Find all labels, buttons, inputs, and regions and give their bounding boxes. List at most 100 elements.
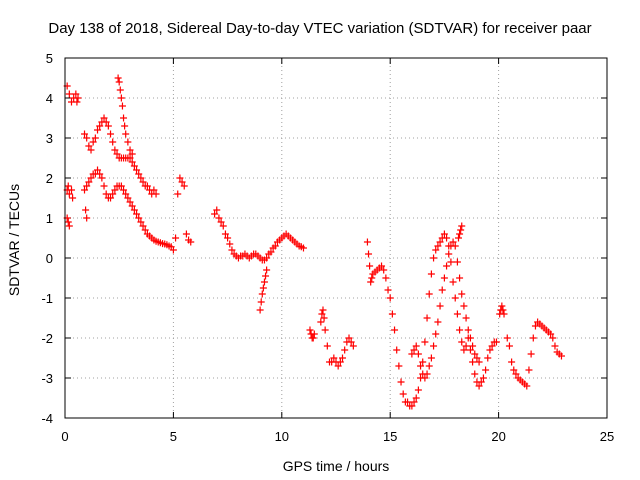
data-point [217,218,225,226]
data-point [436,302,444,310]
data-point [83,182,91,190]
data-point [116,86,124,94]
data-point [259,284,267,292]
data-point [449,238,457,246]
data-point [345,334,353,342]
chart-title: Day 138 of 2018, Sidereal Day-to-day VTE… [48,20,591,37]
data-point [102,190,110,198]
data-point [557,352,565,360]
data-point [440,274,448,282]
data-point [118,102,126,110]
data-point [547,330,555,338]
data-point [310,330,318,338]
data-point [365,250,373,258]
data-point [321,326,329,334]
data-point [309,334,317,342]
data-point [363,238,371,246]
data-point [120,186,128,194]
data-point [128,202,136,210]
data-point [82,206,90,214]
data-point [130,206,138,214]
data-point [224,234,232,242]
data-point [124,138,132,146]
data-point [91,134,99,142]
data-point [434,318,442,326]
data-point [211,210,219,218]
data-point [320,314,328,322]
data-point [508,358,516,366]
data-point [267,248,275,256]
data-point [421,374,429,382]
data-point [85,142,93,150]
data-point [139,222,147,230]
data-point [469,358,477,366]
y-tick-label: 0 [46,251,53,266]
data-point [367,278,375,286]
data-point [257,298,265,306]
data-point [456,230,464,238]
data-point [432,330,440,338]
data-point [479,374,487,382]
data-point [111,186,119,194]
data-point [94,126,102,134]
data-point [445,250,453,258]
data-point [475,382,483,390]
data-point [419,358,427,366]
data-point [96,122,104,130]
data-point [436,238,444,246]
data-point [98,174,106,182]
data-point [124,194,132,202]
data-point [430,342,438,350]
data-point [451,294,459,302]
data-point [464,326,472,334]
data-point [174,190,182,198]
data-point [440,230,448,238]
y-tick-label: 1 [46,211,53,226]
data-point [85,178,93,186]
data-point [122,190,130,198]
data-point [323,342,331,350]
data-point [81,130,89,138]
data-point [466,334,474,342]
x-tick-label: 0 [61,429,68,444]
data-point [306,326,314,334]
data-point [65,190,73,198]
data-point [96,170,104,178]
x-tick-label: 15 [383,429,397,444]
data-point [388,310,396,318]
y-tick-label: 3 [46,131,53,146]
x-tick-label: 5 [170,429,177,444]
data-point [404,398,412,406]
data-point [109,190,117,198]
data-point [456,274,464,282]
data-point [258,290,266,298]
data-point [549,334,557,342]
data-point [462,314,470,322]
data-point [460,346,468,354]
data-point [393,346,401,354]
data-point [460,302,468,310]
data-point [65,90,73,98]
y-tick-label: -1 [41,291,53,306]
data-point [454,234,462,242]
data-point [551,342,559,350]
data-point [143,182,151,190]
data-point [135,214,143,222]
data-point [83,214,91,222]
data-point [425,362,433,370]
data-point [73,98,81,106]
data-point [69,194,77,202]
data-point [475,358,483,366]
data-point [126,198,134,206]
data-point [531,322,539,330]
data-point [64,218,72,226]
data-point [176,174,184,182]
data-point [458,290,466,298]
data-point [471,370,479,378]
data-point [87,174,95,182]
data-point [471,350,479,358]
data-point [126,154,134,162]
data-point [466,346,474,354]
data-point [117,94,125,102]
